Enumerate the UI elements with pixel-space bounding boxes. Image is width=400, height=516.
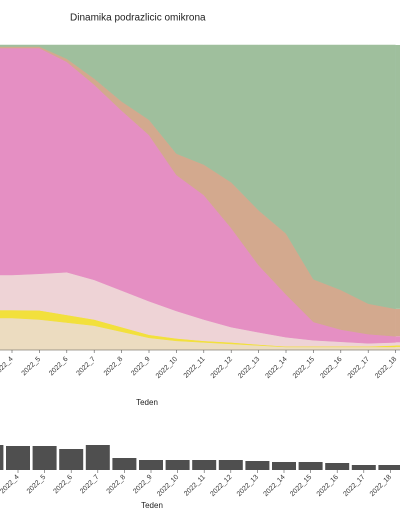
x-tick-label: 2022_16 [316, 474, 340, 498]
x-tick-label: 2022_9 [132, 474, 154, 496]
bar [85, 445, 110, 470]
area-edge [395, 308, 400, 337]
x-tick-label: 2022_12 [210, 356, 234, 380]
bar [32, 446, 57, 470]
chart-title: Dinamika podrazlicic omikrona [70, 13, 206, 24]
bar [245, 461, 270, 470]
x-tick-label: 2022_17 [342, 474, 366, 498]
bar [298, 462, 323, 470]
bar [139, 460, 163, 470]
bar [0, 445, 4, 470]
x-tick-label: 2022_9 [130, 356, 152, 378]
x-axis-title: Teden [141, 501, 163, 510]
bar [192, 460, 217, 470]
x-tick-label: 2022_11 [183, 356, 207, 380]
area-edge [395, 342, 400, 346]
x-tick-label: 2022_14 [264, 356, 288, 380]
bar [6, 446, 30, 470]
x-tick-label: 2022_12 [209, 474, 233, 498]
x-tick-label: 2022_10 [155, 356, 179, 380]
x-tick-label: 2022_16 [319, 356, 343, 380]
x-tick-label: 2022_7 [75, 356, 97, 378]
x-tick-label: 2022_5 [21, 356, 43, 378]
x-tick-label: 2022_6 [48, 356, 70, 378]
x-tick-label: 2022_15 [292, 356, 316, 380]
x-tick-label: 2022_4 [0, 356, 15, 378]
area-edge [395, 45, 400, 309]
x-tick-label: 2022_18 [369, 474, 393, 498]
bar [378, 465, 400, 470]
bar [351, 465, 376, 470]
area-edge [395, 336, 400, 343]
bar [165, 460, 190, 470]
bar [218, 460, 243, 470]
area-edge [395, 345, 400, 347]
x-tick-label: 2022_4 [0, 474, 21, 496]
x-axis-title: Teden [136, 398, 158, 407]
x-tick-label: 2022_11 [183, 474, 207, 498]
x-tick-label: 2022_18 [374, 356, 398, 380]
x-tick-label: 2022_13 [237, 356, 261, 380]
bar [325, 463, 350, 470]
x-tick-label: 2022_17 [347, 356, 371, 380]
x-tick-label: 2022_6 [52, 474, 74, 496]
area-edge [395, 346, 400, 350]
x-tick-label: 2022_8 [103, 356, 125, 378]
bar [59, 449, 84, 470]
x-tick-label: 2022_13 [236, 474, 260, 498]
x-tick-label: 2022_15 [289, 474, 313, 498]
x-tick-label: 2022_10 [156, 474, 180, 498]
bar [112, 458, 137, 470]
x-tick-label: 2022_8 [106, 474, 128, 496]
x-tick-label: 2022_7 [79, 474, 101, 496]
bar [272, 462, 296, 470]
x-tick-label: 2022_14 [262, 474, 286, 498]
x-tick-label: 2022_5 [26, 474, 48, 496]
